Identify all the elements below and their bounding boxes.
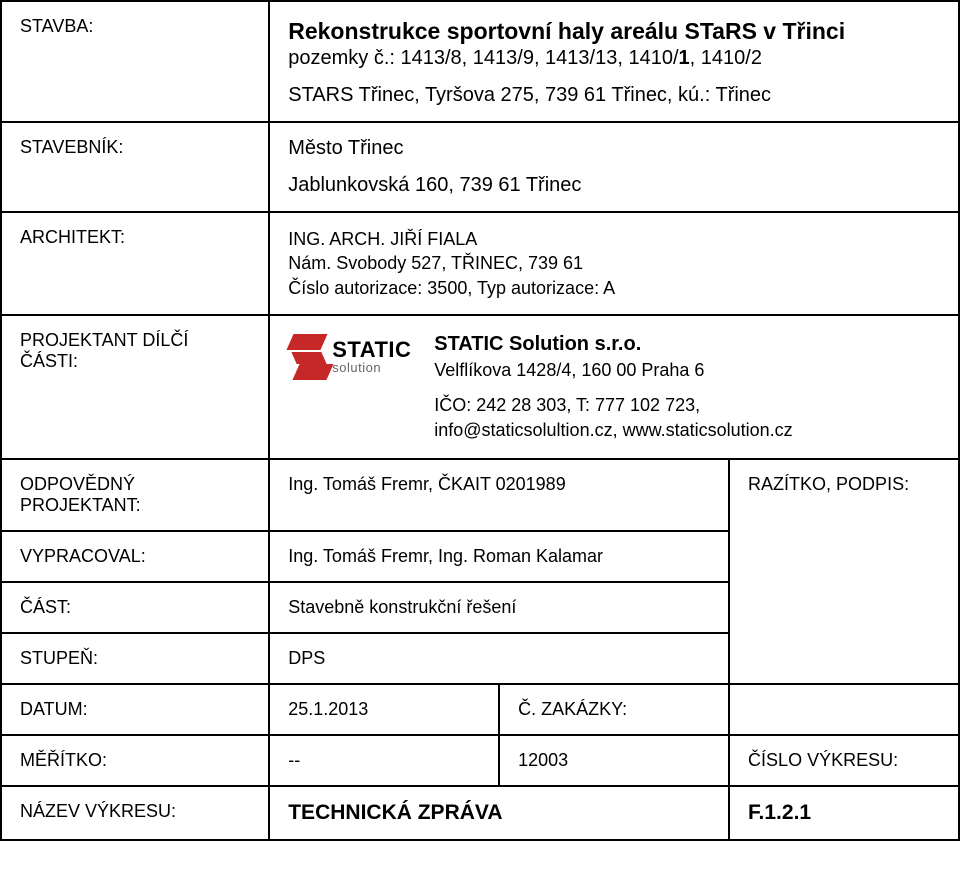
label-stavebnik: STAVEBNÍK:: [1, 122, 269, 212]
value-nazev: TECHNICKÁ ZPRÁVA: [269, 786, 729, 840]
client-name: Město Třinec: [288, 137, 940, 160]
value-vypracoval: Ing. Tomáš Fremr, Ing. Roman Kalamar: [269, 531, 729, 582]
label-architekt: ARCHITEKT:: [1, 212, 269, 315]
label-text: STUPEŇ:: [20, 648, 98, 668]
label-odpovedny: ODPOVĚDNÝ PROJEKTANT:: [1, 459, 269, 531]
company-email: info@staticsolultion.cz, www.staticsolut…: [434, 418, 792, 443]
row-datum: DATUM: 25.1.2013 Č. ZAKÁZKY:: [1, 684, 959, 735]
project-title-line1: Rekonstrukce sportovní haly areálu STaRS…: [288, 16, 940, 47]
title-block-table: STAVBA: Rekonstrukce sportovní haly areá…: [0, 0, 960, 841]
value-code: F.1.2.1: [729, 786, 959, 840]
project-title-line2-bold: 1: [679, 47, 690, 69]
label-text: STAVEBNÍK:: [20, 137, 123, 157]
label-text: ČÁST:: [20, 597, 71, 617]
project-title-line2-prefix: pozemky č.: 1413/8, 1413/9, 1413/13, 141…: [288, 47, 678, 69]
label-meritko: MĚŘÍTKO:: [1, 735, 269, 786]
architect-auth: Číslo autorizace: 3500, Typ autorizace: …: [288, 276, 940, 300]
label-text: VYPRACOVAL:: [20, 546, 146, 566]
label-text: STAVBA:: [20, 16, 93, 36]
logo-text-block: STATIC solution: [332, 339, 411, 374]
label-vypracoval: VYPRACOVAL:: [1, 531, 269, 582]
row-meritko: MĚŘÍTKO: -- 12003 ČÍSLO VÝKRESU:: [1, 735, 959, 786]
row-stavba: STAVBA: Rekonstrukce sportovní haly areá…: [1, 1, 959, 122]
label-projektant: PROJEKTANT DÍLČÍ ČÁSTI:: [1, 315, 269, 459]
date: 25.1.2013: [288, 699, 368, 719]
label-stupen: STUPEŇ:: [1, 633, 269, 684]
order-number: 12003: [518, 750, 568, 770]
value-stupen: DPS: [269, 633, 729, 684]
company-addr: Velflíkova 1428/4, 160 00 Praha 6: [434, 358, 792, 383]
drawing-code: F.1.2.1: [748, 801, 811, 824]
section-name: Stavebně konstrukční řešení: [288, 597, 516, 617]
value-odpovedny: Ing. Tomáš Fremr, ČKAIT 0201989: [269, 459, 729, 531]
logo-s-icon: [288, 330, 332, 384]
designer-details: STATIC Solution s.r.o. Velflíkova 1428/4…: [434, 330, 792, 444]
logo-text-bottom: solution: [332, 361, 411, 374]
drawing-title: TECHNICKÁ ZPRÁVA: [288, 801, 502, 824]
company-ico: IČO: 242 28 303, T: 777 102 723,: [434, 393, 792, 418]
row-nazev: NÁZEV VÝKRESU: TECHNICKÁ ZPRÁVA F.1.2.1: [1, 786, 959, 840]
project-title-line2-suffix: , 1410/2: [690, 47, 762, 69]
architect-addr: Nám. Svobody 527, TŘINEC, 739 61: [288, 251, 940, 275]
static-logo: STATIC solution: [288, 330, 420, 384]
scale: --: [288, 750, 300, 770]
drawing-num-label: ČÍSLO VÝKRESU:: [748, 750, 898, 770]
responsible-designer: Ing. Tomáš Fremr, ČKAIT 0201989: [288, 474, 565, 494]
row-odpovedny: ODPOVĚDNÝ PROJEKTANT: Ing. Tomáš Fremr, …: [1, 459, 959, 531]
value-architekt: ING. ARCH. JIŘÍ FIALA Nám. Svobody 527, …: [269, 212, 959, 315]
label-text: NÁZEV VÝKRESU:: [20, 801, 176, 821]
label-stavba: STAVBA:: [1, 1, 269, 122]
label-datum: DATUM:: [1, 684, 269, 735]
label-cislo-vykresu: ČÍSLO VÝKRESU:: [729, 735, 959, 786]
label-text: PROJEKTANT DÍLČÍ ČÁSTI:: [20, 330, 188, 371]
value-stavba: Rekonstrukce sportovní haly areálu STaRS…: [269, 1, 959, 122]
label-text: ODPOVĚDNÝ PROJEKTANT:: [20, 474, 141, 515]
architect-name: ING. ARCH. JIŘÍ FIALA: [288, 227, 940, 251]
label-text: ARCHITEKT:: [20, 227, 125, 247]
empty-zakazky: [729, 684, 959, 735]
value-datum: 25.1.2013: [269, 684, 499, 735]
label-cast: ČÁST:: [1, 582, 269, 633]
label-zakazky: Č. ZAKÁZKY:: [499, 684, 729, 735]
row-projektant: PROJEKTANT DÍLČÍ ČÁSTI: STATIC solution …: [1, 315, 959, 459]
value-meritko: --: [269, 735, 499, 786]
client-addr: Jablunkovská 160, 739 61 Třinec: [288, 174, 940, 197]
company-name: STATIC Solution s.r.o.: [434, 330, 792, 358]
label-text: MĚŘÍTKO:: [20, 750, 107, 770]
row-architekt: ARCHITEKT: ING. ARCH. JIŘÍ FIALA Nám. Sv…: [1, 212, 959, 315]
value-projektant: STATIC solution STATIC Solution s.r.o. V…: [269, 315, 959, 459]
logo-text-top: STATIC: [332, 339, 411, 361]
row-stavebnik: STAVEBNÍK: Město Třinec Jablunkovská 160…: [1, 122, 959, 212]
project-address: STARS Třinec, Tyršova 275, 739 61 Třinec…: [288, 84, 940, 107]
label-nazev: NÁZEV VÝKRESU:: [1, 786, 269, 840]
prepared-by: Ing. Tomáš Fremr, Ing. Roman Kalamar: [288, 546, 603, 566]
value-meritko2: 12003: [499, 735, 729, 786]
stage: DPS: [288, 648, 325, 668]
value-cast: Stavebně konstrukční řešení: [269, 582, 729, 633]
stamp-label: RAZÍTKO, PODPIS:: [748, 474, 909, 494]
stamp-cell: RAZÍTKO, PODPIS:: [729, 459, 959, 684]
order-num-label: Č. ZAKÁZKY:: [518, 699, 627, 719]
label-text: DATUM:: [20, 699, 88, 719]
value-stavebnik: Město Třinec Jablunkovská 160, 739 61 Tř…: [269, 122, 959, 212]
